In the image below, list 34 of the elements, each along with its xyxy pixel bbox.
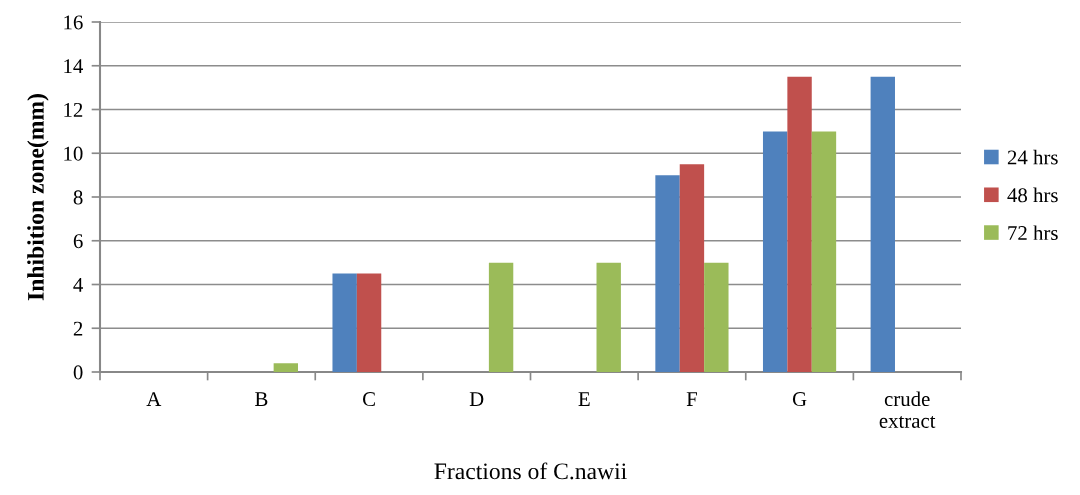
x-tick-label: D: [469, 392, 484, 406]
y-tick-label: 10: [64, 146, 83, 161]
bar: [332, 273, 357, 372]
y-tick-label: 6: [73, 234, 83, 249]
x-tick-label: C: [362, 392, 375, 407]
y-tick-label: 12: [64, 102, 83, 117]
bar: [356, 273, 382, 372]
x-tick-label: G: [792, 392, 807, 407]
x-tick-label: E: [578, 392, 590, 406]
y-axis-title: Inhibition zone(mm): [27, 94, 49, 301]
bar: [655, 175, 680, 372]
x-tick-label: A: [146, 392, 162, 406]
legend-label: 48 hrs: [1007, 187, 1058, 203]
y-tick-label: 16: [64, 15, 83, 30]
y-tick-label: 14: [64, 59, 84, 73]
y-tick-label: 8: [73, 190, 83, 205]
x-tick-label: B: [255, 392, 268, 406]
bar: [811, 131, 837, 372]
y-tick-label: 4: [73, 278, 84, 292]
bar: [273, 363, 299, 372]
legend-label: 72 hrs: [1008, 225, 1058, 241]
x-axis-title: Fractions of C.nawii: [434, 462, 627, 480]
bar: [787, 76, 812, 372]
y-tick-label: 2: [73, 321, 83, 336]
y-tick-label: 0: [73, 365, 83, 380]
x-tick-label: crude extract: [879, 391, 936, 428]
bar: [596, 262, 621, 372]
legend-label: 24 hrs: [1007, 149, 1058, 165]
x-tick-label: F: [686, 392, 697, 406]
bar: [762, 131, 788, 372]
bar: [679, 164, 705, 372]
bar: [704, 262, 729, 372]
bar: [870, 76, 895, 372]
bar: [488, 262, 514, 372]
